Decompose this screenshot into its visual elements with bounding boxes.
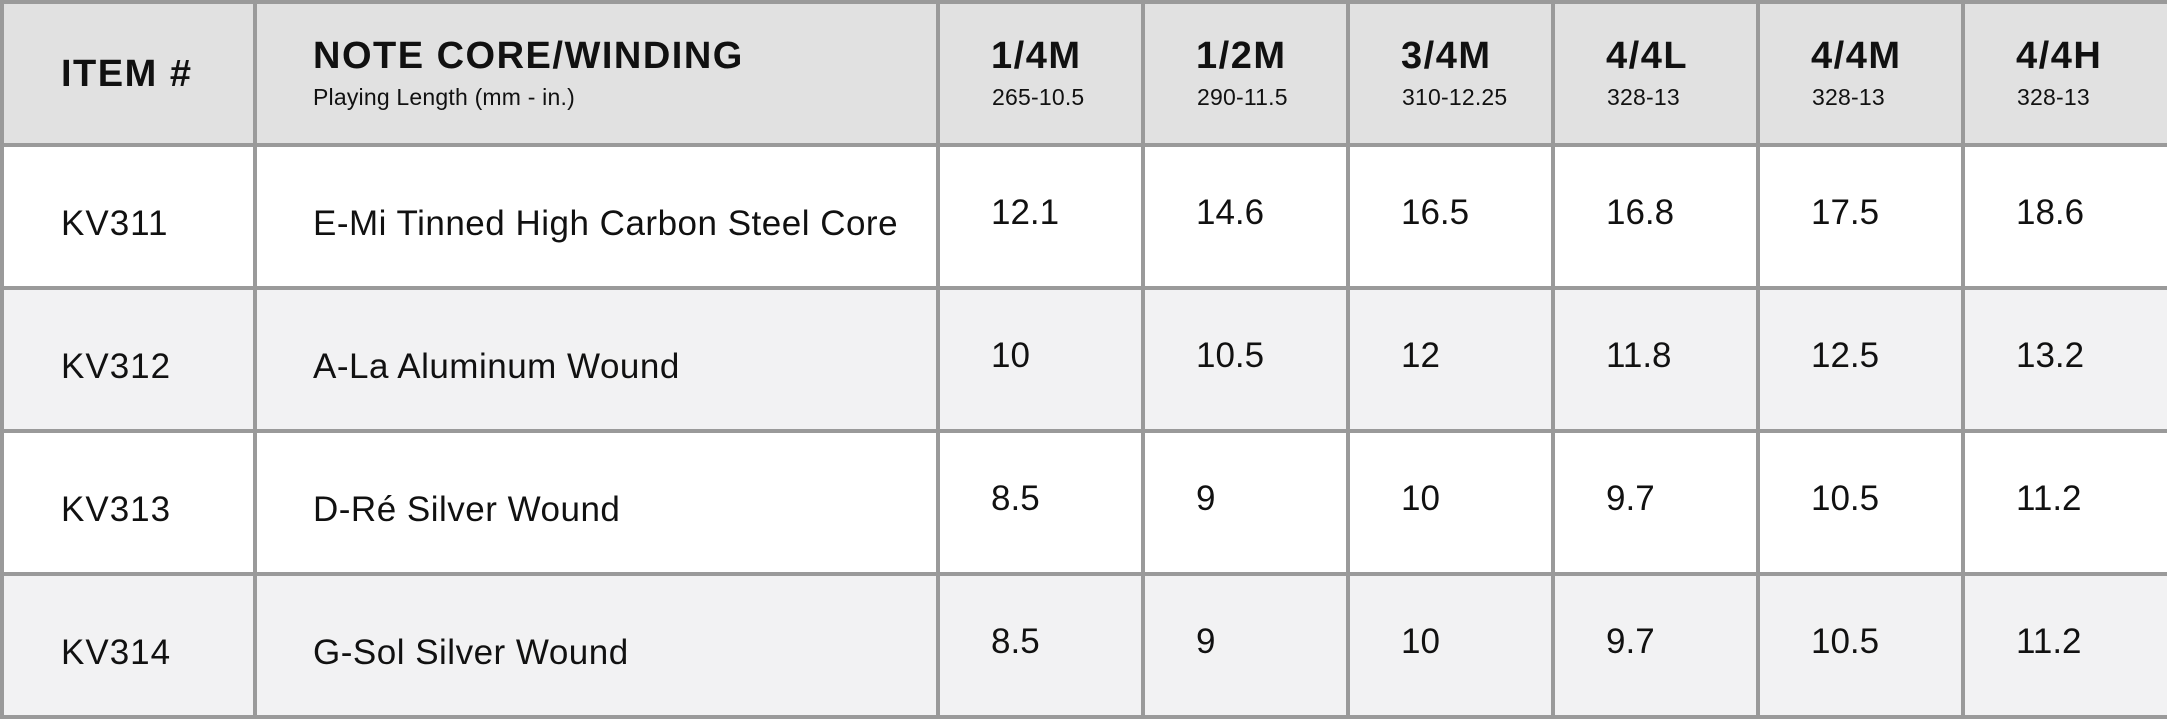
value-cell: 9.7 [1551,572,1760,719]
value-cell: 9 [1141,572,1350,719]
header-size-label: 1/4M [991,34,1082,77]
value-cell: 11.8 [1551,286,1760,433]
header-size-6: 4/4H 328-13 [1961,0,2167,147]
item-number: KV311 [0,143,257,290]
header-size-5: 4/4M 328-13 [1756,0,1965,147]
header-size-label: 4/4M [1811,34,1902,77]
value-cell: 12.1 [936,143,1145,290]
value-cell: 10.5 [1756,429,1965,576]
value-cell: 18.6 [1961,143,2167,290]
header-note-sublabel: Playing Length (mm - in.) [313,83,575,110]
header-size-1: 1/4M 265-10.5 [936,0,1145,147]
value-cell: 10 [1346,429,1555,576]
table-header-row: ITEM # NOTE CORE/WINDING Playing Length … [0,0,2167,147]
header-size-length: 328-13 [1812,83,1885,110]
note-description: E-Mi Tinned High Carbon Steel Core [253,143,940,290]
header-size-label: 4/4L [1606,34,1689,77]
value-cell: 10.5 [1141,286,1350,433]
table-row: KV311 E-Mi Tinned High Carbon Steel Core… [0,143,2167,290]
table-row: KV314 G-Sol Silver Wound 8.5 9 10 9.7 10… [0,572,2167,719]
value-cell: 9.7 [1551,429,1760,576]
header-size-length: 310-12.25 [1402,83,1508,110]
value-cell: 13.2 [1961,286,2167,433]
header-size-length: 328-13 [1607,83,1680,110]
value-cell: 16.8 [1551,143,1760,290]
item-number: KV314 [0,572,257,719]
header-item-label: ITEM # [61,52,193,95]
header-size-length: 328-13 [2017,83,2090,110]
value-cell: 10 [936,286,1145,433]
note-description: A-La Aluminum Wound [253,286,940,433]
table-row: KV313 D-Ré Silver Wound 8.5 9 10 9.7 10.… [0,429,2167,576]
header-size-length: 290-11.5 [1197,83,1288,110]
header-size-4: 4/4L 328-13 [1551,0,1760,147]
note-description: G-Sol Silver Wound [253,572,940,719]
header-size-label: 4/4H [2016,34,2103,77]
value-cell: 17.5 [1756,143,1965,290]
value-cell: 9 [1141,429,1350,576]
value-cell: 14.6 [1141,143,1350,290]
value-cell: 12 [1346,286,1555,433]
value-cell: 16.5 [1346,143,1555,290]
value-cell: 8.5 [936,429,1145,576]
note-description: D-Ré Silver Wound [253,429,940,576]
header-size-length: 265-10.5 [992,83,1085,110]
header-size-label: 3/4M [1401,34,1492,77]
header-item: ITEM # [0,0,257,147]
header-size-2: 1/2M 290-11.5 [1141,0,1350,147]
value-cell: 10 [1346,572,1555,719]
value-cell: 8.5 [936,572,1145,719]
value-cell: 11.2 [1961,572,2167,719]
item-number: KV312 [0,286,257,433]
header-note-label: NOTE CORE/WINDING [313,34,744,77]
item-number: KV313 [0,429,257,576]
header-note: NOTE CORE/WINDING Playing Length (mm - i… [253,0,940,147]
header-size-3: 3/4M 310-12.25 [1346,0,1555,147]
value-cell: 12.5 [1756,286,1965,433]
table-row: KV312 A-La Aluminum Wound 10 10.5 12 11.… [0,286,2167,433]
value-cell: 10.5 [1756,572,1965,719]
value-cell: 11.2 [1961,429,2167,576]
header-size-label: 1/2M [1196,34,1287,77]
